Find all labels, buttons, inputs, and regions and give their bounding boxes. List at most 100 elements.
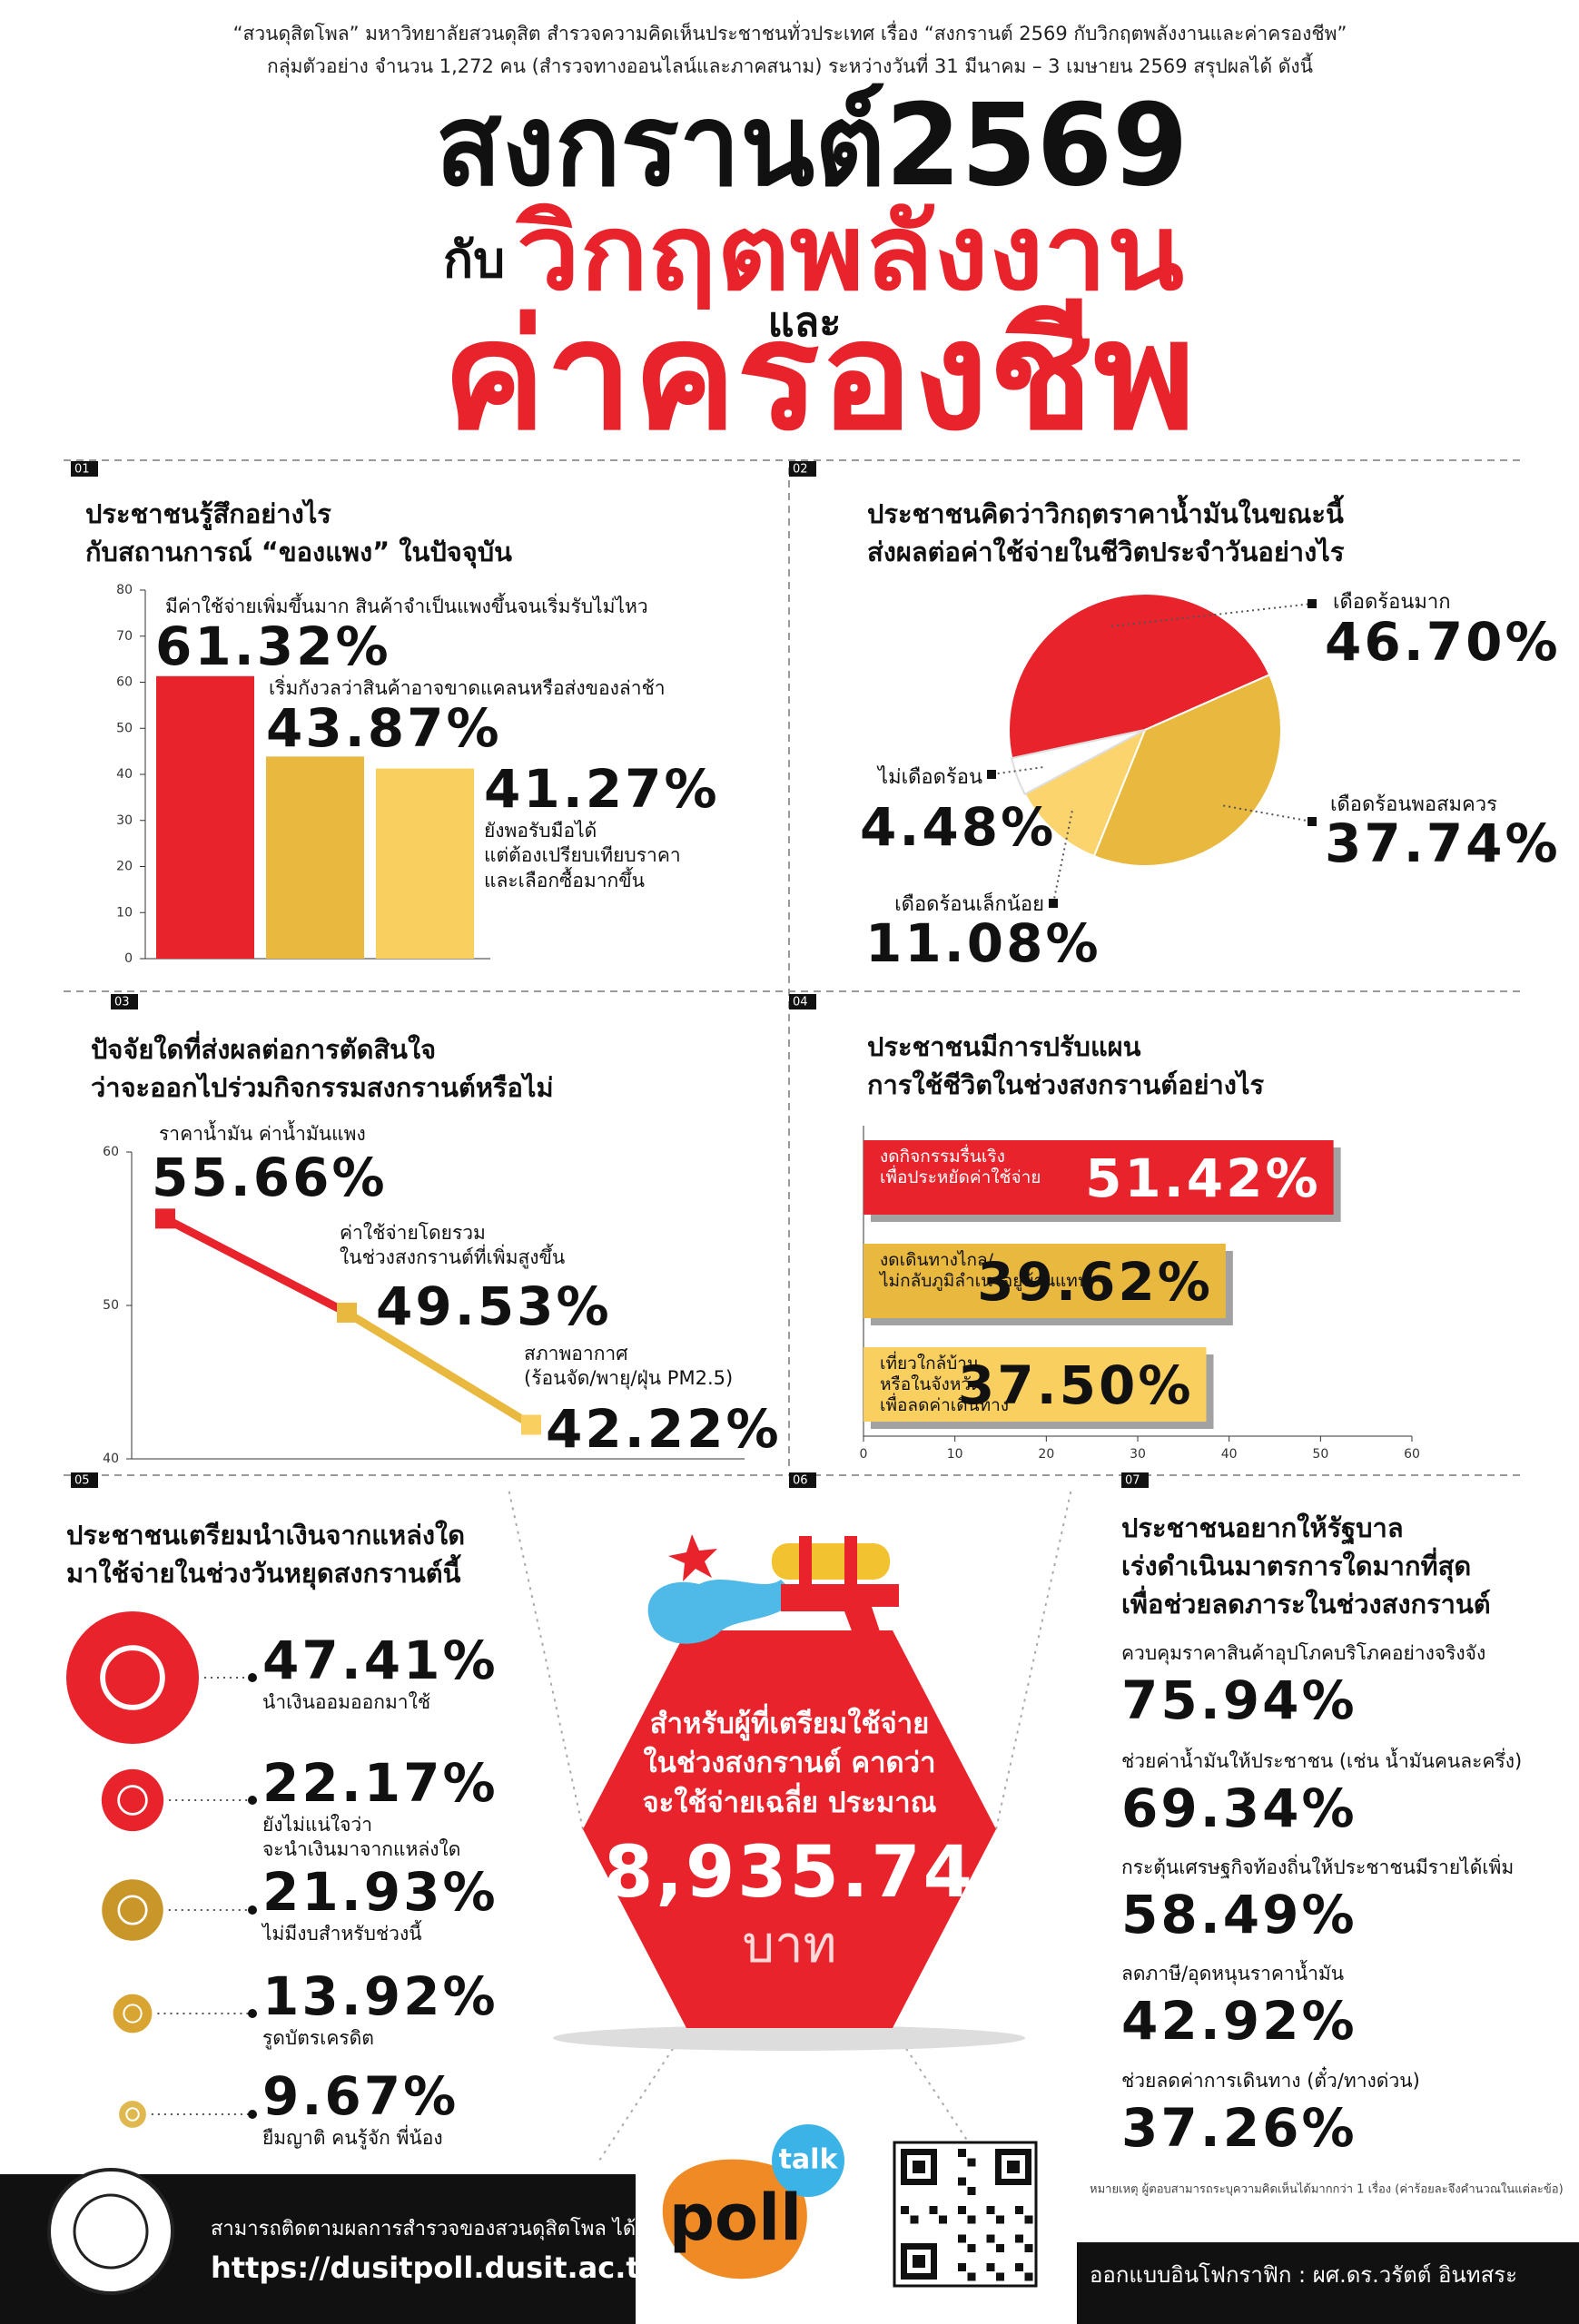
source-bubble	[101, 1768, 164, 1832]
section-tab	[111, 994, 138, 1009]
footer-follow: สามารถติดตามผลการสำรวจของสวนดุสิตโพล ได้…	[211, 2214, 649, 2240]
section-title: ประชาชนคิดว่าวิกฤตราคาน้ำมันในขณะนี้ ส่ง…	[867, 498, 1345, 568]
source-icon	[123, 2004, 143, 2024]
qr-cell	[1024, 2244, 1033, 2252]
y-tick-label: 40	[103, 1452, 119, 1466]
qr-cell	[929, 2206, 938, 2214]
bar-category: งดเดินทางไกล/ ไม่กลับภูมิลำเนาอยู่บ้านแท…	[880, 1250, 1090, 1291]
qr-cell	[958, 2149, 966, 2157]
source-bubble	[102, 1879, 163, 1941]
x-tick-label: 40	[1221, 1447, 1238, 1462]
legend-marker	[1308, 599, 1317, 608]
qr-cell	[986, 2234, 995, 2243]
poll-label: poll	[669, 2181, 802, 2255]
footer-designer: ออกแบบอินโฟกราฟิก : ผศ.ดร.วรัตต์ อินทสระ	[1090, 2262, 1517, 2288]
section-number: 02	[793, 463, 808, 477]
qr-cell	[910, 2215, 919, 2224]
section-number: 05	[74, 1474, 90, 1488]
line-segment	[163, 1215, 350, 1316]
y-tick-label: 40	[116, 767, 133, 782]
qr-cell	[958, 2177, 966, 2186]
qr-finder	[1007, 2161, 1020, 2173]
value-label: 22.17%	[262, 1752, 498, 1814]
section-tab	[789, 994, 816, 1009]
qr-cell	[958, 2263, 966, 2271]
value-label: 11.08%	[865, 912, 1101, 974]
source-bubble	[119, 2101, 146, 2128]
measure-category: ลดภาษี/อุดหนุนราคาน้ำมัน	[1121, 1963, 1345, 1984]
value-label: 61.32%	[155, 615, 391, 677]
qr-cell	[1015, 2234, 1023, 2243]
bar	[156, 675, 254, 959]
ray	[995, 1488, 1072, 1830]
qr-finder	[913, 2161, 925, 2173]
section-number: 06	[793, 1474, 808, 1488]
title-and: และ	[768, 298, 842, 346]
splash	[647, 1580, 799, 1644]
value-label: 43.87%	[266, 697, 502, 759]
section-tab	[789, 461, 816, 477]
bar	[864, 1347, 1207, 1422]
y-tick-label: 60	[103, 1145, 119, 1159]
qr-cell	[967, 2244, 976, 2252]
line-marker	[521, 1414, 541, 1435]
bar	[864, 1140, 1334, 1215]
value-label: 39.62%	[977, 1251, 1213, 1313]
line-category: สภาพอากาศ (ร้อนจัด/พายุ/ฝุ่น PM2.5)	[524, 1343, 734, 1390]
line-marker	[337, 1302, 357, 1323]
pie-category: ไม่เดือดร้อน	[878, 766, 982, 789]
source-category: ไม่มีงบสำหรับช่วงนี้	[262, 1923, 422, 1945]
section-title: ประชาชนเตรียมนำเงินจากแหล่งใด มาใช้จ่ายใ…	[66, 1520, 466, 1590]
source-icon	[100, 1645, 165, 1710]
footer-band	[1077, 2242, 1579, 2324]
x-tick-label: 60	[1404, 1447, 1420, 1462]
leader-dot	[248, 1905, 257, 1915]
section-tab	[1121, 1472, 1149, 1488]
poll-logo	[662, 2159, 807, 2280]
value-label: 75.94%	[1121, 1669, 1357, 1731]
highlight-unit: บาท	[742, 1915, 837, 1974]
measure-category: กระตุ้นเศรษฐกิจท้องถิ่นให้ประชาชนมีรายได…	[1121, 1856, 1515, 1878]
qr-cell	[1024, 2272, 1033, 2281]
talk-bubble	[772, 2124, 844, 2197]
x-tick-label: 0	[860, 1447, 868, 1462]
section-number: 03	[114, 996, 130, 1009]
bar-category: เที่ยวใกล้บ้าน หรือในจังหวัด เพื่อลดค่าเ…	[880, 1354, 1010, 1415]
source-bubble	[65, 1610, 200, 1745]
measure-category: ช่วยลดค่าการเดินทาง (ตั๋ว/ทางด่วน)	[1121, 2070, 1420, 2092]
leader-dot	[248, 1673, 257, 1682]
qr-cell	[1015, 2263, 1023, 2271]
source-icon	[117, 1785, 148, 1816]
university-logo	[47, 2168, 174, 2295]
footer-url: https://dusitpoll.dusit.ac.th	[211, 2250, 660, 2285]
gun-body	[781, 1584, 899, 1648]
water-gun-icon	[647, 1534, 899, 1648]
legend-marker	[1049, 899, 1058, 908]
qr-pattern	[901, 2149, 1033, 2281]
section-tab	[71, 1472, 98, 1488]
value-label: 9.67%	[262, 2065, 459, 2127]
qr-cell	[986, 2263, 995, 2271]
value-label: 37.50%	[957, 1354, 1194, 1416]
qr-cell	[1015, 2206, 1023, 2214]
leader-line	[1110, 603, 1313, 627]
hexagon	[583, 1630, 996, 2028]
qr-cell	[967, 2272, 976, 2281]
value-label: 46.70%	[1325, 611, 1561, 673]
ray	[892, 2027, 982, 2162]
y-tick-label: 20	[116, 860, 133, 874]
title-main: สงกรานต์2569	[436, 80, 1189, 212]
section-title: ปัจจัยใดที่ส่งผลต่อการตัดสินใจ ว่าจะออกไ…	[91, 1034, 554, 1104]
section-number: 01	[74, 463, 90, 477]
x-tick-label: 50	[1312, 1447, 1328, 1462]
section-tab	[71, 461, 98, 477]
footer-note: หมายเหตุ ผู้ตอบสามารถระบุความคิดเห็นได้ม…	[1090, 2181, 1564, 2197]
legend-marker	[987, 770, 996, 779]
value-label: 42.22%	[546, 1398, 782, 1460]
measure-category: ช่วยค่าน้ำมันให้ประชาชน (เช่น น้ำมันคนละ…	[1121, 1750, 1523, 1772]
qr-finder	[913, 2255, 925, 2268]
bar-category: เริ่มกังวลว่าสินค้าอาจขาดแคลนหรือส่งของล…	[269, 677, 666, 699]
leader-dot	[248, 2009, 257, 2018]
qr-cell	[1024, 2215, 1033, 2224]
